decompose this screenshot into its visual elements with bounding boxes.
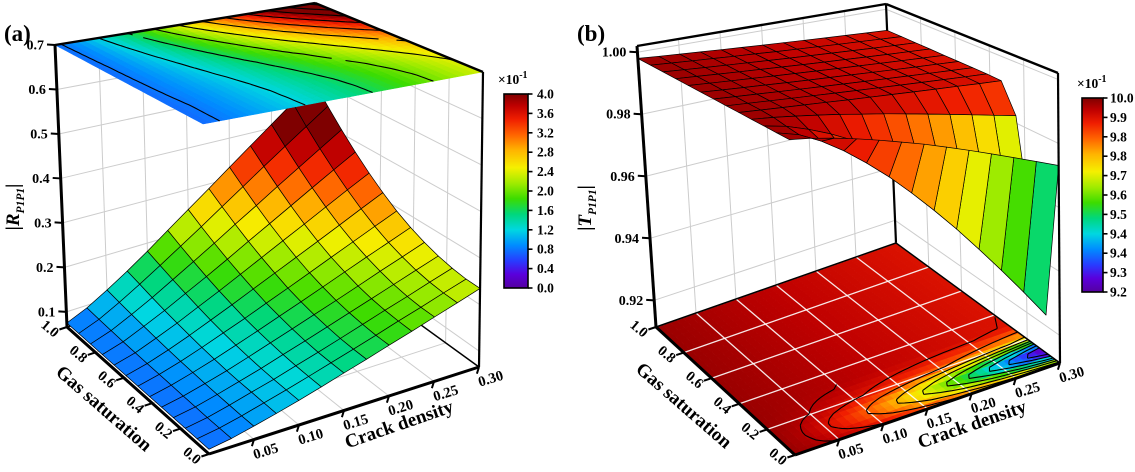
crack-density-tick-label: 0.10 xyxy=(296,426,325,449)
colorbar-tick-label: 4.0 xyxy=(537,87,554,102)
z-tick-label: 0.2 xyxy=(36,261,54,276)
floor-grid-white xyxy=(655,242,1061,456)
frame-edges xyxy=(636,2,1059,75)
z-tick-label: 0.4 xyxy=(32,172,50,187)
panel-label: (b) xyxy=(577,21,605,46)
colorbar-tick-label: 0.8 xyxy=(537,242,554,257)
panel-b-plot: 0.920.940.960.981.000.00.20.40.60.81.00.… xyxy=(575,2,1134,469)
contour-line xyxy=(799,384,838,442)
colorbar-gradient xyxy=(503,93,529,289)
colorbar-tick-label: 9.4 xyxy=(1110,226,1127,241)
colorbar-tick-label: 3.2 xyxy=(537,125,554,140)
colorbar-scale-label: ×10-1 xyxy=(1077,74,1107,91)
crack-density-tick-label: 0.25 xyxy=(1013,379,1042,402)
contour-line xyxy=(922,339,1059,395)
contour-line xyxy=(1026,347,1049,359)
z-tick-label: 0.94 xyxy=(615,232,640,247)
colorbar-tick-label: 9.6 xyxy=(1110,188,1127,203)
crack-density-tick-label: 0.10 xyxy=(881,425,910,448)
colorbar-tick-label: 9.8 xyxy=(1110,129,1127,144)
colorbar-tick-label: 2.8 xyxy=(537,145,554,160)
contour-line xyxy=(988,343,1054,372)
colorbar-tick-label: 1.6 xyxy=(537,203,554,218)
contour-line xyxy=(98,37,306,106)
colorbar-tick-label: 9.5 xyxy=(1110,207,1127,222)
colorbar-tick-label: 2.0 xyxy=(537,184,554,199)
gas-saturation-tick-label: 1.0 xyxy=(627,317,651,341)
frame-edges xyxy=(54,1,484,74)
surface-mesh xyxy=(637,30,1059,316)
colorbar-tick-label: 2.4 xyxy=(537,164,554,179)
contour-line xyxy=(895,336,1033,404)
tick-labels: 0.10.20.30.40.50.60.70.00.20.40.60.81.00… xyxy=(27,39,506,469)
colorbar-tick-label: 9.9 xyxy=(1110,110,1127,125)
colorbar-scale-label: ×10-1 xyxy=(498,70,528,87)
colorbar-tick-label: 0.4 xyxy=(537,261,554,276)
contour-line xyxy=(60,43,220,122)
contour-line xyxy=(946,340,1058,387)
colorbar-tick-label: 9.4 xyxy=(1110,246,1127,261)
colorbar-tick-label: 9.3 xyxy=(1110,265,1127,280)
colorbar-tick-label: 3.6 xyxy=(537,106,554,121)
crack-density-tick-label: 0.30 xyxy=(476,368,505,391)
z-axis-title: |RP1P1| xyxy=(3,184,27,231)
crack-density-tick-label: 0.15 xyxy=(925,410,954,433)
z-tick-label: 0.96 xyxy=(610,170,635,185)
z-tick-label: 0.5 xyxy=(30,127,48,142)
z-tick-label: 0.7 xyxy=(27,39,45,54)
contour-line xyxy=(153,28,434,82)
contour-line xyxy=(968,342,1056,380)
contour-line xyxy=(201,20,408,42)
colorbar: 4.0 3.6 3.2 2.8 2.4 2.0 1.6 1.2 0.8 0.4 0.0 ×10-1 xyxy=(498,70,554,296)
colorbar-tick-label: 1.2 xyxy=(537,222,554,237)
z-axis-title: |TP1P1| xyxy=(575,185,599,231)
colorbar-tick-label: 10.0 xyxy=(1110,91,1134,106)
projection-contours xyxy=(799,317,1059,442)
colorbar-tick-label: 9.2 xyxy=(1110,285,1127,300)
z-tick-label: 0.98 xyxy=(606,108,631,123)
colorbar: 10.0 9.9 9.8 9.8 9.7 9.6 9.5 9.4 9.4 9.3 9.2 ×10-1 xyxy=(1077,74,1134,300)
panel-label: (a) xyxy=(4,21,31,46)
top-projection xyxy=(54,2,484,125)
contour-line xyxy=(1008,345,1051,366)
axes xyxy=(629,45,1061,459)
crack-density-tick-label: 0.05 xyxy=(837,440,866,463)
colorbar-tick-label: 0.0 xyxy=(537,281,554,296)
z-tick-label: 1.00 xyxy=(602,46,627,61)
gas-saturation-tick-label: 1.0 xyxy=(38,317,62,341)
top-projection-fill xyxy=(54,2,484,125)
axes xyxy=(46,43,480,458)
z-tick-label: 0.92 xyxy=(619,294,644,309)
colorbar-tick-label: 9.7 xyxy=(1110,168,1127,183)
crack-density-tick-label: 0.05 xyxy=(251,440,280,463)
contour-line xyxy=(223,17,382,32)
crack-density-tick-label: 0.30 xyxy=(1057,364,1086,387)
z-tick-label: 0.6 xyxy=(28,83,46,98)
colorbar-tick-label: 9.8 xyxy=(1110,149,1127,164)
panel-a-plot: 0.10.20.30.40.50.60.70.00.20.40.60.81.00… xyxy=(3,1,554,469)
colorbar-gradient xyxy=(1081,97,1104,293)
surface-mesh xyxy=(66,81,481,450)
crack-density-tick-label: 0.25 xyxy=(431,382,460,405)
z-tick-label: 0.3 xyxy=(34,216,52,231)
z-tick-label: 0.1 xyxy=(38,305,56,320)
crack-density-tick-label: 0.15 xyxy=(341,411,370,434)
crack-density-tick-label: 0.20 xyxy=(386,397,415,420)
crack-density-tick-label: 0.20 xyxy=(969,394,998,417)
